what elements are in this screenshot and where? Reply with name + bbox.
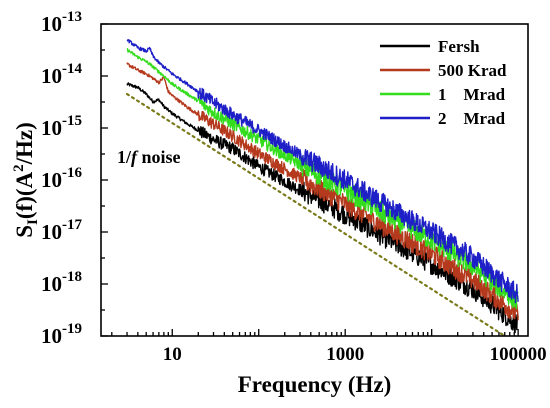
legend: Fersh 500 Krad 1 Mrad 2 Mrad (380, 37, 507, 128)
x-tick-label: 1000 (326, 344, 364, 365)
x-axis-ticks: 10 1000 100000 (111, 329, 547, 365)
legend-label: 500 Krad (438, 61, 507, 80)
reference-line (125, 92, 506, 338)
one-over-f-noise-label: 1/f noise (117, 147, 181, 167)
reference-layer (125, 92, 506, 338)
y-tick-label: 10-18 (41, 269, 82, 296)
series-line (126, 39, 519, 304)
y-axis-ticks: 10-19 10-18 10-17 10-16 10-15 10-14 10-13 (41, 9, 108, 348)
y-tick-label: 10-19 (41, 321, 82, 348)
series-layer (126, 39, 519, 334)
x-axis-title: Frequency (Hz) (238, 372, 392, 397)
series-line (126, 62, 519, 321)
y-axis-title: SI(f)(A2/Hz) (11, 122, 41, 238)
x-tick-label: 100000 (490, 344, 547, 365)
legend-label: Fersh (438, 37, 480, 56)
y-tick-label: 10-17 (41, 217, 82, 244)
y-tick-label: 10-13 (41, 9, 82, 36)
legend-label: 2 Mrad (438, 109, 506, 128)
y-tick-label: 10-15 (41, 113, 82, 140)
y-tick-label: 10-14 (41, 61, 82, 88)
x-tick-label: 10 (163, 344, 182, 365)
legend-label: 1 Mrad (438, 85, 506, 104)
y-tick-label: 10-16 (41, 165, 82, 192)
